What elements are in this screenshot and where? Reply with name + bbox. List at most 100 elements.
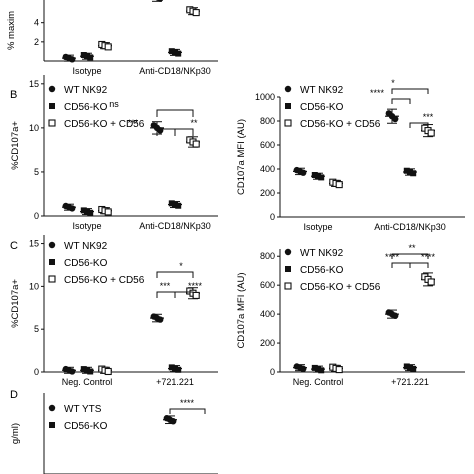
b-left-s1-p11-square-point [172, 201, 178, 208]
c-right-legend-label-1: CD56-KO [300, 265, 344, 276]
b-left_legend-s2-p0-open-square-point [48, 119, 56, 127]
b-right-s0-p2-circle-point [300, 169, 307, 176]
b-left-s1-p1-square-point [84, 208, 90, 215]
a-top-s0-p12-circle-point [157, 0, 164, 2]
c-right-s1-p10-square-point [403, 363, 410, 370]
b-left-s0-p12-circle-point [157, 127, 164, 134]
b-left-s1-p0-square-point [80, 207, 87, 214]
c-right_legend-s1-p0-square-point [285, 266, 291, 272]
b-left-sig-bracket-0 [156, 109, 194, 117]
d-legend-label-0: WT YTS [64, 404, 102, 415]
c-right-s0-p2-circle-point [300, 365, 307, 373]
b-left-ytick-label-3: 15 [29, 79, 39, 89]
c-left-s0-p12-circle-point [157, 316, 164, 323]
b-right-sig-label-1: **** [370, 88, 385, 98]
a-top-ytick-label-0: 4 [34, 18, 39, 28]
c-left-sig-bracket-2 [174, 291, 194, 298]
a-top-s0-p2-circle-point [69, 56, 76, 63]
c-left-s1-p12-square-point [175, 366, 182, 373]
a-top-s1-p1-square-point [84, 53, 90, 60]
c-right-s1-p12-square-point [410, 365, 417, 372]
c-right-s2-p2-open-square-point [335, 366, 343, 374]
c-left-points [62, 287, 200, 376]
b-right-s2-p12-open-square-point [427, 129, 435, 137]
b-left-sig-label-1: *** [128, 118, 139, 128]
c-right-category-label-1: +721.221 [391, 377, 429, 387]
b-left-points [62, 121, 200, 216]
b-right-s0-p12-circle-point [392, 115, 399, 123]
b-right-s1-p0-square-point [311, 172, 318, 178]
c-right-sig-bracket-1 [391, 262, 411, 268]
c-left-s1-p10-square-point [168, 364, 175, 371]
c-right_legend-s0-p0-circle-point [284, 248, 292, 256]
b-right-s1-p12-square-point [410, 170, 417, 177]
a-top-category-label-1: Anti-CD18/NKp30 [139, 66, 211, 76]
c-left-legend-label-0: WT NK92 [64, 241, 108, 252]
b-left-s0-p2-circle-point [69, 205, 76, 212]
b-right_legend-s0-p0-circle-point [284, 85, 292, 93]
c-right-sig-label-1: **** [421, 252, 436, 262]
c-right-s0-p12-circle-point [392, 312, 399, 319]
b-left-s2-p12-open-square-point [192, 140, 200, 148]
b-right-ytick-label-5: 1000 [255, 92, 275, 102]
c-left-sig-label-2: **** [188, 281, 203, 291]
c-left-s0-p2-circle-point [69, 368, 76, 375]
b-right-s1-p11-square-point [407, 169, 413, 175]
a-top-ylabel: % maxim [6, 11, 17, 50]
c-right-ytick-label-4: 800 [260, 251, 275, 261]
panel-letters: B C D [10, 89, 18, 401]
b-right-sig-bracket-2 [409, 122, 429, 128]
b-right-sig-label-2: *** [423, 112, 434, 122]
panel-letter-b: B [10, 89, 17, 101]
b-left-ytick-label-0: 0 [34, 211, 39, 221]
a-top-points [62, 0, 200, 63]
panel-letter-d: D [10, 389, 18, 401]
b-left-s1-p2-square-point [87, 209, 94, 216]
c-right-sig-label-0: ** [408, 243, 416, 253]
c-left-s2-p12-open-square-point [192, 291, 200, 299]
a-top-s1-p10-square-point [168, 48, 175, 55]
chart-b-right: 0 200 400 600 800 1000 CD107a MFI (AU) Isotype A… [236, 78, 465, 232]
d-sig-bracket-0 [169, 408, 206, 414]
a-top-s2-p2-open-square-point [104, 43, 112, 51]
b-right-legend-label-1: CD56-KO [300, 102, 344, 113]
c-left-s1-p1-square-point [84, 367, 90, 374]
a-top-ytick-label-1: 2 [34, 37, 39, 47]
b-left-legend-label-1: CD56-KO [64, 102, 108, 113]
panel-letter-c: C [10, 240, 18, 252]
c-right-category-label-0: Neg. Control [293, 377, 344, 387]
d-legend-s1-p0-square-point [49, 422, 55, 428]
b-left-s1-p12-square-point [175, 202, 182, 209]
b-right-s1-p1-square-point [315, 173, 321, 180]
b-right-legend-label-0: WT NK92 [300, 85, 344, 96]
b-right-legend-label-2: CD56-KO + CD56 [300, 119, 381, 130]
b-right-s1-p10-square-point [403, 167, 410, 174]
c-right-legend-label-0: WT NK92 [300, 248, 344, 259]
c-right-s2-p12-open-square-point [427, 278, 435, 286]
a-top-s1-p11-square-point [172, 49, 178, 56]
chart-d: g/ml) WT YTS CD56-KO **** [10, 393, 218, 474]
c-left-legend-label-2: CD56-KO + CD56 [64, 275, 145, 286]
c-right-ytick-label-3: 600 [260, 280, 275, 290]
c-left-sig-bracket-1 [156, 291, 176, 298]
b-right-sig-bracket-1 [391, 98, 411, 104]
d-points [163, 415, 177, 425]
c-right-ytick-label-0: 0 [270, 367, 275, 377]
c-right-ytick-label-2: 400 [260, 309, 275, 319]
b-right-category-label-0: Isotype [303, 222, 332, 232]
b-right-ytick-label-3: 600 [260, 140, 275, 150]
c-right-s1-p11-square-point [407, 364, 413, 371]
c-right-sig-bracket-0 [391, 253, 429, 259]
b-right-ytick-label-2: 400 [260, 164, 275, 174]
c-right-ylabel: CD107a MFI (AU) [236, 272, 247, 348]
b-right_legend-s2-p0-open-square-point [284, 119, 292, 127]
c-right-sig-label-2: **** [385, 252, 400, 262]
c-left-s1-p0-square-point [80, 366, 87, 373]
chart-b-left: 0 5 10 15 %CD107a+ Isotype Anti-CD18/NKp30 WT N… [10, 75, 218, 231]
c-left-legend-label-1: CD56-KO [64, 258, 108, 269]
b-right-s2-p2-open-square-point [335, 181, 343, 189]
b-left-ytick-label-1: 5 [34, 167, 39, 177]
c-right-sig-bracket-2 [409, 262, 429, 268]
d-ylabel: g/ml) [10, 423, 21, 444]
